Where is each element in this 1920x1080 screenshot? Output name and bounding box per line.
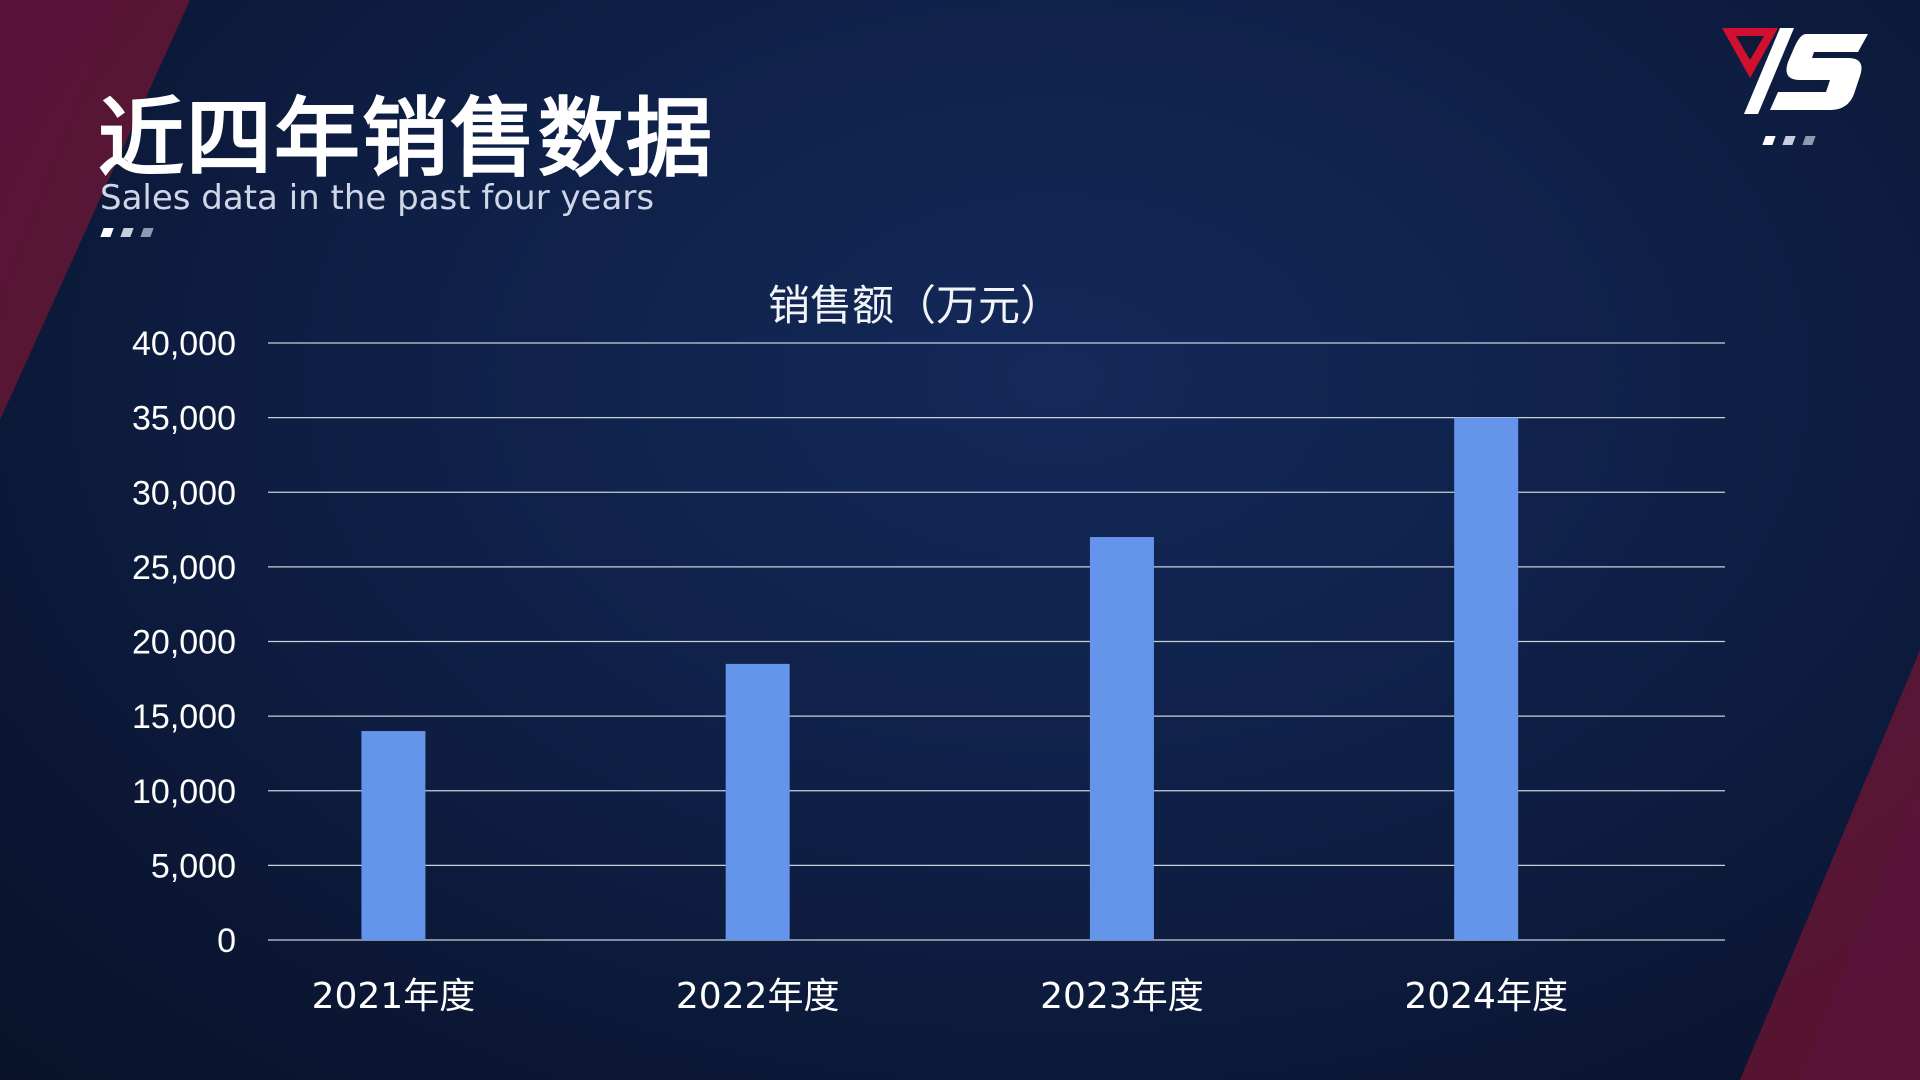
bar (1089, 537, 1154, 940)
bar (725, 663, 790, 940)
x-tick-label: 2023年度 (1040, 976, 1204, 1017)
bar (361, 731, 426, 940)
slide-title: 近四年销售数据 (98, 89, 714, 189)
y-tick-label: 5,000 (151, 847, 236, 885)
decor-stripe-right-inner (1800, 780, 1920, 1080)
y-tick-label: 15,000 (132, 698, 236, 736)
y-tick-label: 0 (217, 922, 236, 960)
y-tick-label: 10,000 (132, 773, 236, 811)
x-tick-label: 2024年度 (1404, 976, 1568, 1017)
y-tick-label: 20,000 (132, 624, 236, 662)
y-tick-label: 30,000 (132, 474, 236, 512)
chart-title: 销售额（万元） (767, 281, 1062, 330)
slide-subtitle: Sales data in the past four years (100, 178, 655, 218)
y-tick-label: 40,000 (132, 325, 236, 363)
y-tick-label: 35,000 (132, 400, 236, 438)
x-tick-label: 2022年度 (676, 976, 840, 1017)
bar (1454, 417, 1519, 940)
decor-stripe-left-inner (0, 0, 120, 300)
brand-logo-icon (1722, 28, 1868, 114)
y-tick-label: 25,000 (132, 549, 236, 587)
x-tick-label: 2021年度 (312, 976, 476, 1017)
